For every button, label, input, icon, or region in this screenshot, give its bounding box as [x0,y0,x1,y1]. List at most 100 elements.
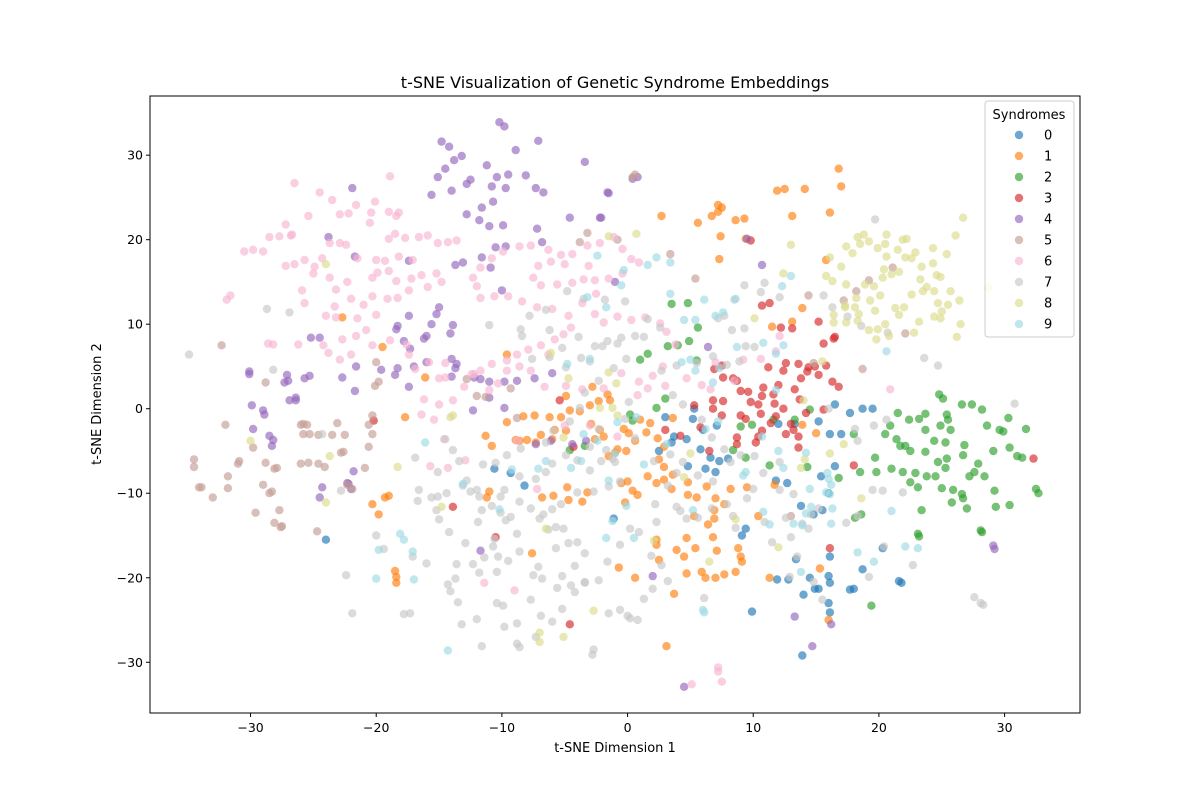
point-syndrome-7 [473,517,483,527]
point-syndrome-1 [834,164,843,173]
point-syndrome-6 [590,309,600,319]
point-syndrome-8 [325,451,334,461]
point-syndrome-3 [789,425,798,435]
point-syndrome-8 [937,307,946,316]
point-syndrome-1 [703,520,713,529]
point-syndrome-7 [574,332,583,342]
point-syndrome-9 [372,574,381,583]
point-syndrome-7 [663,576,672,586]
point-syndrome-8 [946,287,955,296]
point-syndrome-3 [718,396,728,406]
point-syndrome-8 [930,287,939,296]
point-syndrome-6 [290,260,299,269]
point-syndrome-6 [617,369,626,378]
point-syndrome-4 [457,151,466,161]
point-syndrome-4 [458,258,468,267]
point-syndrome-2 [870,453,880,462]
point-syndrome-6 [544,245,553,254]
point-syndrome-5 [506,384,515,393]
point-syndrome-5 [275,506,284,515]
point-syndrome-5 [666,249,675,259]
point-syndrome-7 [657,560,666,570]
legend-label: 0 [1044,129,1052,144]
point-syndrome-5 [901,329,910,338]
point-syndrome-7 [573,488,582,497]
point-syndrome-2 [872,467,881,477]
point-syndrome-0 [825,608,835,617]
legend-marker [1014,277,1024,287]
point-syndrome-7 [624,397,633,407]
point-syndrome-3 [565,620,574,629]
point-syndrome-6 [556,250,566,260]
point-syndrome-7 [649,456,659,466]
point-syndrome-8 [799,396,808,405]
point-syndrome-2 [906,478,915,487]
point-syndrome-7 [594,376,603,385]
point-syndrome-8 [879,265,889,274]
legend-label: 7 [1044,276,1052,291]
point-syndrome-6 [365,218,375,227]
point-syndrome-7 [336,486,346,495]
point-syndrome-5 [197,483,206,492]
point-syndrome-8 [872,335,881,344]
point-syndrome-2 [943,415,953,424]
point-syndrome-6 [400,233,410,243]
point-syndrome-1 [710,514,719,523]
point-syndrome-0 [783,478,792,488]
point-syndrome-6 [591,289,601,298]
chart-title: t-SNE Visualization of Genetic Syndrome … [401,73,829,92]
point-syndrome-4 [486,263,495,272]
point-syndrome-7 [639,594,649,604]
point-syndrome-5 [328,430,337,440]
point-syndrome-7 [446,587,455,596]
point-syndrome-8 [917,262,926,271]
point-syndrome-0 [824,571,833,581]
point-syndrome-9 [632,413,641,422]
point-syndrome-7 [604,609,613,618]
point-syndrome-7 [731,523,740,533]
x-tick-label: −20 [363,720,389,735]
point-syndrome-8 [321,498,331,507]
point-syndrome-6 [532,303,542,312]
point-syndrome-8 [612,379,621,388]
point-syndrome-4 [581,436,591,445]
point-syndrome-8 [891,303,900,313]
point-syndrome-6 [394,252,403,261]
point-syndrome-6 [633,391,642,400]
point-syndrome-4 [350,386,360,396]
point-syndrome-6 [584,261,593,271]
point-syndrome-4 [595,213,605,222]
point-syndrome-4 [267,441,277,451]
point-syndrome-2 [921,447,930,456]
point-syndrome-5 [888,263,897,272]
point-syndrome-1 [599,432,608,441]
point-syndrome-7 [549,426,558,435]
point-syndrome-5 [364,442,373,451]
point-syndrome-8 [840,301,850,310]
point-syndrome-6 [331,285,341,294]
point-syndrome-7 [594,576,603,585]
point-syndrome-8 [731,515,740,524]
point-syndrome-2 [684,336,694,346]
point-syndrome-4 [260,410,269,419]
point-syndrome-3 [676,431,685,440]
point-syndrome-1 [717,203,726,212]
point-syndrome-7 [620,297,630,306]
point-syndrome-2 [914,414,924,424]
point-syndrome-5 [852,287,861,296]
point-syndrome-7 [452,560,461,569]
point-syndrome-2 [667,299,676,309]
point-syndrome-8 [632,229,641,238]
point-syndrome-3 [814,370,823,380]
point-syndrome-4 [248,424,258,434]
point-syndrome-6 [372,310,381,320]
point-syndrome-3 [448,502,458,511]
point-syndrome-6 [275,232,284,241]
point-syndrome-5 [512,413,522,423]
point-syndrome-7 [630,434,640,443]
point-syndrome-4 [315,493,324,502]
point-syndrome-1 [731,567,740,577]
point-syndrome-3 [746,397,755,407]
point-syndrome-8 [825,449,835,458]
legend-items: 0 1 2 3 4 5 6 7 8 9 [1014,129,1052,333]
